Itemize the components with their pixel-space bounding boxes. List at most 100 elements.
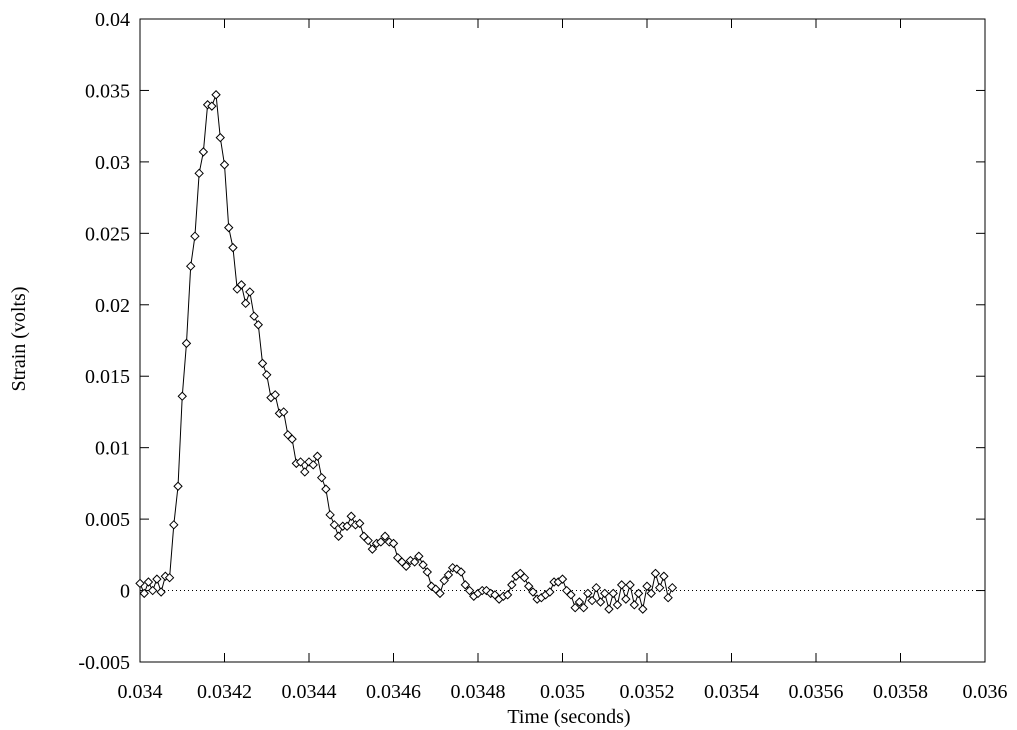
data-point [621, 594, 631, 604]
data-point [456, 567, 466, 577]
data-point [646, 588, 656, 599]
data-point [308, 460, 318, 470]
data-point [583, 588, 593, 599]
data-point [507, 580, 517, 590]
data-point [418, 560, 428, 570]
data-point [435, 588, 445, 599]
data-point [194, 168, 204, 179]
data-point [642, 581, 652, 591]
data-point [654, 582, 665, 593]
data-point [502, 590, 513, 600]
data-point [591, 582, 602, 593]
data-point [354, 518, 365, 529]
data-point [181, 338, 192, 349]
y-tick-label: 0 [120, 581, 130, 603]
data-point [228, 242, 238, 253]
plot-frame [139, 18, 986, 663]
data-point [443, 570, 454, 580]
data-point [312, 451, 323, 461]
data-point [333, 531, 344, 541]
plot-border [139, 18, 986, 663]
y-tick-label: 0.04 [95, 9, 130, 31]
data-point [659, 571, 669, 581]
data-point [342, 521, 352, 531]
y-tick-label: 0.01 [95, 438, 130, 460]
data-point [295, 457, 306, 467]
x-tick-label: 0.0342 [197, 681, 252, 703]
data-point [367, 544, 378, 554]
y-tick-label: 0.025 [85, 223, 130, 245]
data-point [574, 597, 585, 607]
x-tick-label: 0.0348 [451, 681, 506, 703]
data-point [604, 604, 614, 614]
data-point [426, 581, 437, 591]
data-point [519, 572, 530, 583]
data-point [185, 261, 196, 271]
data-point [257, 358, 268, 369]
data-point [287, 434, 297, 444]
data-point [177, 391, 187, 401]
data-point [325, 510, 335, 520]
data-point [156, 587, 166, 597]
data-point [363, 535, 373, 546]
data-point [304, 457, 314, 467]
data-point [388, 538, 399, 549]
data-point [329, 520, 340, 530]
y-tick-label: 0.005 [85, 509, 130, 531]
data-point [460, 580, 471, 590]
data-point [211, 90, 221, 100]
data-point [278, 407, 289, 417]
data-point [650, 568, 661, 579]
data-point [316, 472, 327, 483]
data-point [207, 101, 217, 111]
data-point [578, 602, 589, 613]
y-tick-label: -0.005 [78, 652, 130, 674]
data-point [249, 311, 259, 321]
strain-series [135, 90, 678, 614]
x-tick-label: 0.0344 [282, 681, 337, 703]
data-point [566, 590, 576, 600]
data-point [270, 390, 280, 400]
data-point [143, 577, 154, 587]
data-point [346, 511, 356, 521]
x-tick-label: 0.0346 [366, 681, 421, 703]
y-axis-label: Strain (volts) [8, 287, 30, 392]
y-tick-label: 0.035 [85, 80, 130, 102]
data-point [173, 481, 183, 491]
data-point [240, 298, 251, 309]
data-point [595, 597, 606, 607]
data-point [667, 582, 678, 593]
data-point [152, 574, 162, 584]
data-point [190, 231, 200, 241]
data-point [198, 147, 209, 157]
data-point [401, 561, 411, 571]
data-point [638, 604, 648, 614]
data-point [523, 581, 534, 591]
data-point [300, 467, 310, 477]
data-point [224, 222, 234, 233]
data-point [528, 587, 538, 597]
y-tick-label: 0.02 [95, 295, 130, 317]
data-point [545, 587, 555, 597]
series-line [139, 94, 673, 612]
data-point [135, 578, 145, 589]
y-tick-label: 0.015 [85, 366, 130, 388]
data-point [253, 320, 264, 330]
data-point [236, 280, 247, 290]
data-point [625, 580, 635, 590]
data-point [414, 551, 424, 561]
data-point [587, 595, 597, 606]
data-point [262, 370, 272, 380]
data-point [422, 567, 433, 577]
x-tick-label: 0.034 [118, 681, 163, 703]
x-tick-label: 0.036 [963, 681, 1008, 703]
data-point [215, 132, 225, 143]
data-point [608, 588, 618, 599]
data-point [633, 588, 644, 599]
data-point [481, 585, 492, 596]
data-point [245, 287, 255, 297]
data-point [612, 600, 623, 610]
data-point [147, 585, 158, 596]
data-point [164, 572, 175, 583]
